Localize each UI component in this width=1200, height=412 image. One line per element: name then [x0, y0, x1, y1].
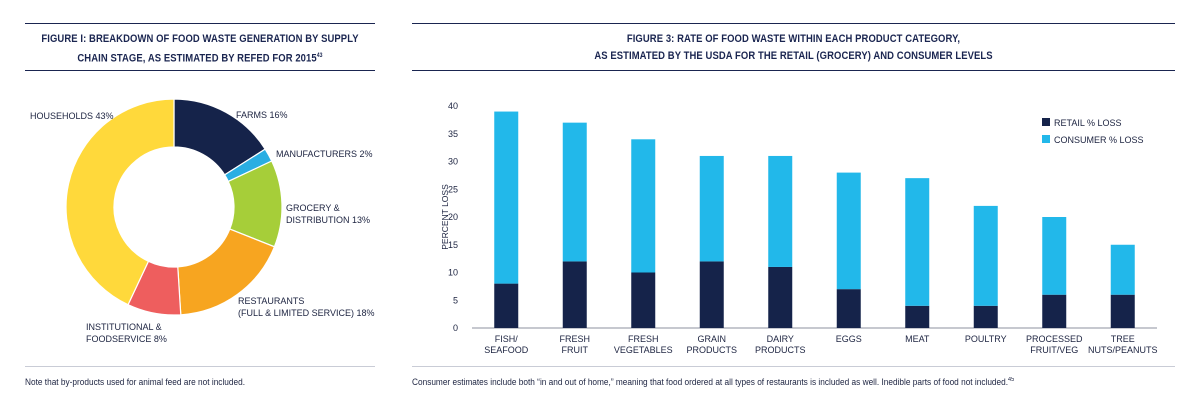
bar-retail-5: [836, 289, 861, 328]
right-title-rule: [412, 70, 1175, 71]
bar-consumer-2: [631, 139, 656, 273]
y-tick-label: 15: [448, 240, 458, 250]
left-title-rule: [25, 70, 375, 71]
y-axis-label: PERCENT LOSS: [440, 184, 450, 250]
bar-retail-4: [768, 266, 793, 328]
legend-swatch-0: [1042, 118, 1050, 126]
bar-retail-3: [699, 261, 724, 328]
y-tick-label: 40: [448, 101, 458, 111]
bar-chart-title: FIGURE 3: RATE OF FOOD WASTE WITHIN EACH…: [465, 31, 1121, 65]
x-tick-label: FISH/SEAFOOD: [484, 334, 529, 355]
x-tick-label: FRESH VEGETABLES: [614, 334, 673, 355]
bar-consumer-3: [699, 155, 724, 262]
x-tick-label: DAIRY PRODUCTS: [755, 334, 806, 355]
x-tick-label: POULTRY: [965, 334, 1007, 344]
donut-chart: FARMS 16% MANUFACTURERS 2% GROCERY & DISTRI…: [30, 98, 375, 344]
pie-label-grocery: GROCERY & DISTRIBUTION 13%: [286, 203, 370, 225]
x-tick-label: MEAT: [905, 334, 930, 344]
legend-label-1: CONSUMER % LOSS: [1054, 135, 1144, 145]
bar-retail-1: [562, 261, 587, 328]
y-tick-label: 5: [453, 295, 458, 305]
pie-label-farms: FARMS 16%: [236, 110, 288, 120]
bar-consumer-1: [562, 122, 587, 262]
bar-note: Consumer estimates include both “in and …: [412, 377, 1015, 387]
bar-retail-7: [973, 305, 998, 328]
pie-note: Note that by-products used for animal fe…: [25, 377, 246, 387]
x-tick-label: FRESH FRUIT: [559, 334, 590, 355]
bar-consumer-4: [768, 155, 793, 267]
y-tick-label: 30: [448, 157, 458, 167]
bar-retail-2: [631, 272, 656, 328]
pie-label-manufacturers: MANUFACTURERS 2%: [276, 149, 373, 159]
legend-label-0: RETAIL % LOSS: [1054, 118, 1122, 128]
stacked-bar-chart: 0 5 10 15 20 25 30 35 40 PERCENT LOSS FISH/SEAFOOD…: [440, 101, 1158, 355]
bar-consumer-5: [836, 172, 861, 290]
bar-retail-6: [905, 305, 930, 328]
bar-title-line1: FIGURE 3: RATE OF FOOD WASTE WITHIN EACH…: [626, 33, 961, 45]
pie-label-restaurants: RESTAURANTS (FULL & LIMITED SERVICE) 18%: [238, 296, 375, 318]
x-tick-label: EGGS: [836, 334, 862, 344]
legend-swatch-1: [1042, 135, 1050, 143]
bar-title-line2: AS ESTIMATED BY THE USDA FOR THE RETAIL …: [594, 50, 993, 62]
y-tick-label: 0: [453, 323, 458, 333]
x-tick-label: PROCESSED FRUIT/VEG: [1026, 334, 1083, 355]
pie-label-institutional: INSTITUTIONAL & FOODSERVICE 8%: [86, 322, 167, 344]
bar-consumer-6: [905, 178, 930, 306]
pie-chart-title: FIGURE I: BREAKDOWN OF FOOD WASTE GENERA…: [28, 31, 372, 68]
right-top-rule: [412, 23, 1175, 24]
bar-consumer-9: [1110, 244, 1135, 295]
bar-retail-8: [1042, 294, 1067, 328]
right-bottom-rule: [412, 366, 1175, 367]
x-tick-label: TREE NUTS/PEANUTS: [1088, 334, 1158, 355]
bar-consumer-8: [1042, 217, 1067, 295]
pie-title-line1: FIGURE I: BREAKDOWN OF FOOD WASTE GENERA…: [41, 33, 359, 45]
pie-slice-households: [65, 98, 175, 306]
bar-consumer-7: [973, 205, 998, 306]
y-tick-label: 35: [448, 129, 458, 139]
y-tick-label: 20: [448, 212, 458, 222]
bar-retail-9: [1110, 294, 1135, 328]
left-top-rule: [25, 23, 375, 24]
pie-label-households: HOUSEHOLDS 43%: [30, 111, 114, 121]
bar-retail-0: [494, 283, 519, 328]
bar-consumer-0: [494, 111, 519, 284]
left-bottom-rule: [25, 366, 375, 367]
pie-title-line2: CHAIN STAGE, AS ESTIMATED BY REFED FOR 2…: [77, 52, 323, 65]
y-tick-label: 25: [448, 184, 458, 194]
x-tick-label: GRAIN PRODUCTS: [686, 334, 737, 355]
y-tick-label: 10: [448, 268, 458, 278]
